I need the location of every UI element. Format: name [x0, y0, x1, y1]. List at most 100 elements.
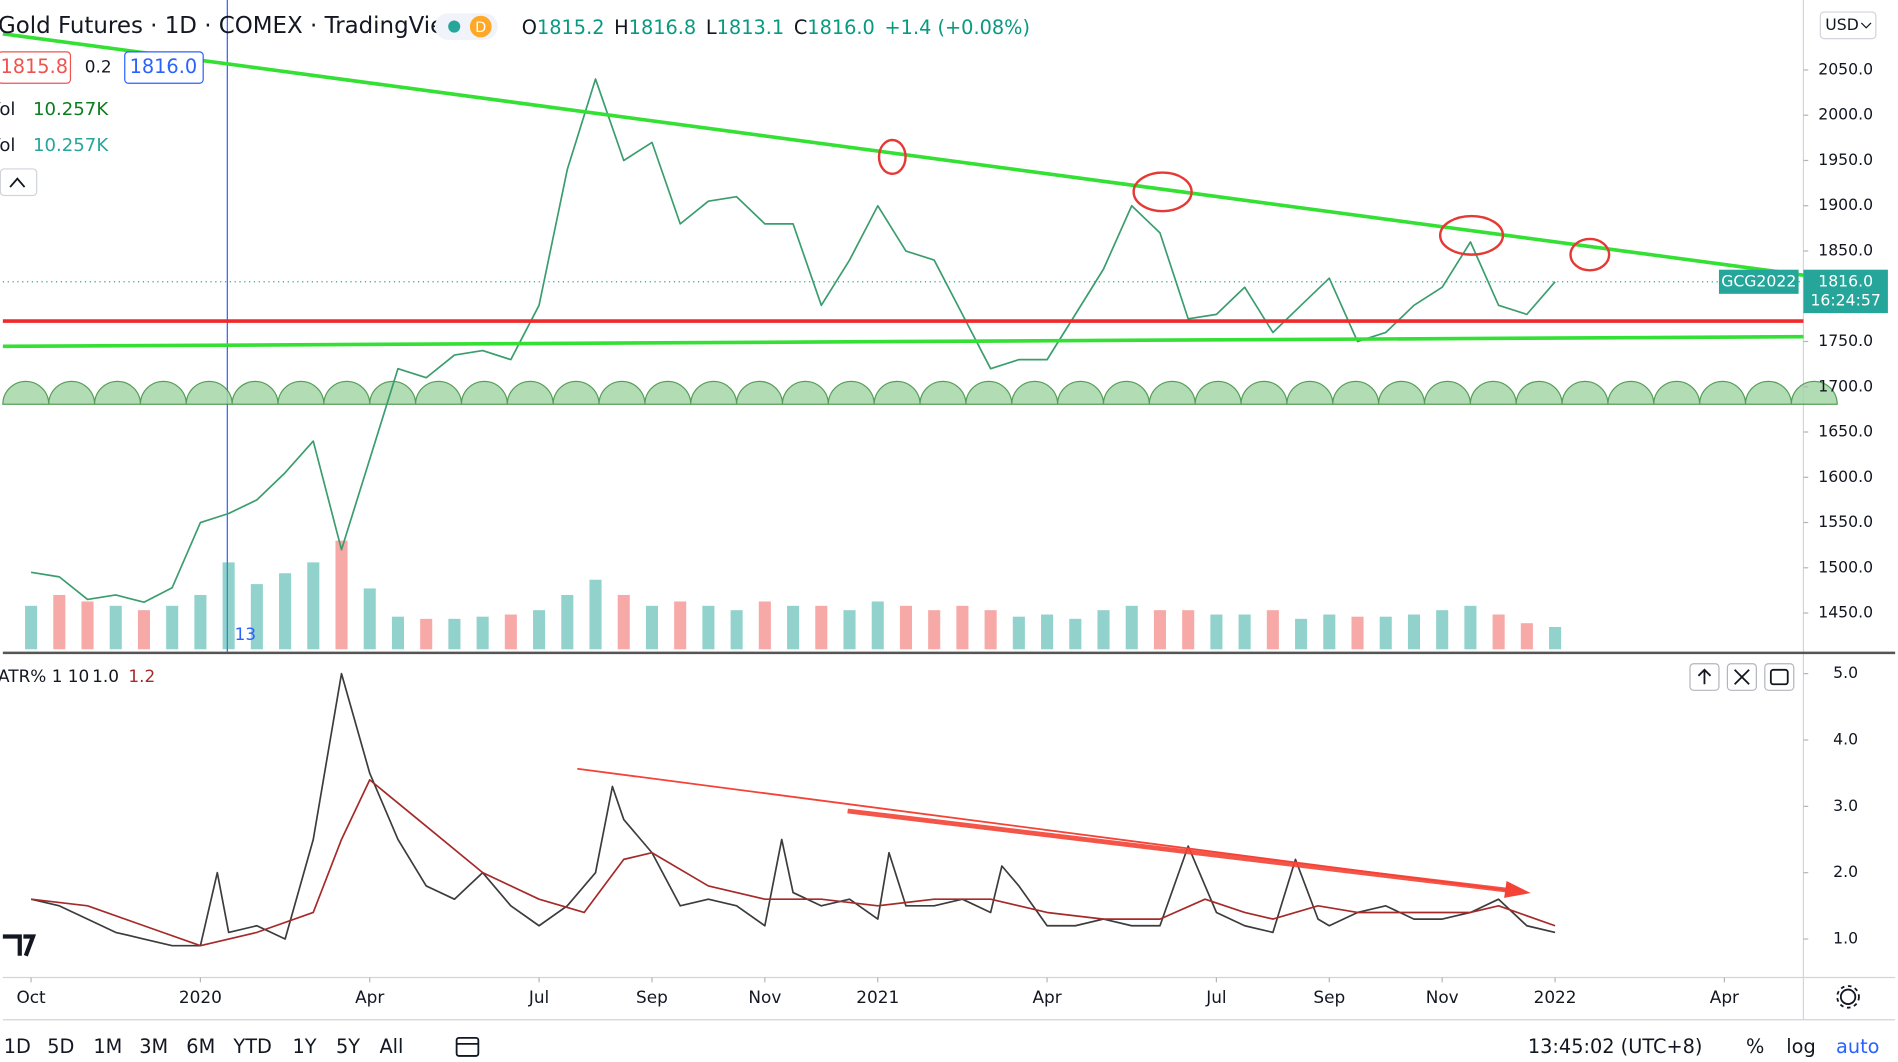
y-tick-label: 1450.0: [1818, 603, 1873, 622]
volume-bar: [307, 562, 320, 650]
y-tick-label: 2000.0: [1818, 105, 1873, 124]
y-tick-label: 1950.0: [1818, 150, 1873, 169]
volume-bar: [843, 610, 856, 650]
series-name-box: [1718, 269, 1799, 294]
x-tick-label: Sep: [1313, 987, 1345, 1007]
volume-bar: [1210, 614, 1223, 650]
range-button[interactable]: 1M: [93, 1035, 122, 1058]
range-button[interactable]: All: [379, 1035, 403, 1058]
circle-annotation[interactable]: [1569, 237, 1611, 272]
volume-bar: [589, 579, 602, 650]
indicator-value: 1.0: [92, 666, 119, 686]
auto-toggle[interactable]: auto: [1836, 1035, 1879, 1058]
range-button[interactable]: 3M: [139, 1035, 168, 1058]
log-toggle[interactable]: log: [1786, 1035, 1815, 1058]
y-tick-label: 1900.0: [1818, 195, 1873, 214]
logo[interactable]: [2, 934, 37, 957]
x-tick-label: Jul: [528, 987, 549, 1007]
volume-bar: [815, 605, 828, 650]
y-tick-label: 1550.0: [1818, 512, 1873, 531]
range-button[interactable]: 1D: [4, 1035, 31, 1058]
volume-bar: [1295, 618, 1308, 650]
x-tick-label: Sep: [636, 987, 668, 1007]
y-tick-label: 5.0: [1833, 663, 1858, 682]
range-bar: 1D 5D 1M 3M 6M YTD 1Y 5Y All: [4, 1035, 404, 1058]
range-button[interactable]: 5D: [47, 1035, 74, 1058]
currency: USD: [1825, 15, 1859, 34]
series-name: GCG2022: [1721, 271, 1796, 290]
bid-box[interactable]: [0, 51, 72, 84]
clock[interactable]: 13:45:02 (UTC+8): [1528, 1035, 1703, 1058]
y-tick-label: 1600.0: [1818, 467, 1873, 486]
circle-annotation[interactable]: [877, 138, 907, 175]
range-button[interactable]: 1Y: [293, 1035, 317, 1058]
y-tick-label: 1.0: [1833, 929, 1858, 948]
badge: D: [475, 20, 486, 36]
bid: 1815.8: [0, 55, 68, 78]
range-button[interactable]: YTD: [232, 1035, 271, 1058]
currency-button[interactable]: [1819, 11, 1877, 40]
volume-bar: [194, 594, 207, 650]
x-tick-label: 2020: [179, 987, 222, 1007]
circle-annotation[interactable]: [1132, 171, 1193, 213]
volume-bar: [1520, 623, 1533, 650]
volume-bar: [561, 594, 574, 650]
volume-bar: [899, 605, 912, 650]
ohlc-value: 1815.2: [537, 15, 605, 38]
volume-bar: [1238, 614, 1251, 650]
maximize-button[interactable]: [1764, 663, 1795, 691]
y-tick-label: 1850.0: [1818, 240, 1873, 259]
price-line: [30, 78, 1556, 604]
volume-bar: [166, 605, 179, 650]
x-tick-label: Nov: [748, 987, 781, 1007]
ohlc-value: 1816.8: [629, 15, 697, 38]
ohlc-value: 1813.1: [717, 15, 785, 38]
volume-bar: [279, 573, 292, 650]
volume-bar: [335, 540, 348, 650]
arrow-head[interactable]: [1504, 880, 1531, 898]
circle-annotation[interactable]: [1438, 214, 1505, 256]
y-tick-label: 2050.0: [1818, 59, 1873, 78]
ohlc-key: H: [614, 15, 629, 38]
x-tick-label: Apr: [1032, 987, 1061, 1007]
collapse-button[interactable]: [0, 168, 38, 197]
ask-box[interactable]: [124, 51, 204, 84]
volume-bar: [1436, 610, 1449, 650]
volume-bar: [674, 601, 687, 650]
marker-label: 13: [235, 624, 256, 644]
x-tick-label: 2021: [856, 987, 899, 1007]
pane-buttons: [1689, 663, 1795, 691]
badge-circle: [469, 15, 492, 38]
volume-bar: [109, 605, 122, 650]
up-icon: [1697, 668, 1712, 685]
volume-bar: [617, 594, 630, 650]
volume-bar: [137, 610, 150, 650]
volume-bar: [1379, 616, 1392, 650]
ohlc-key: O: [522, 15, 537, 38]
volume-bar: [1182, 610, 1195, 650]
change: +1.4 (+0.08%): [884, 15, 1030, 38]
arrow-line[interactable]: [847, 808, 1512, 894]
percent-toggle[interactable]: %: [1746, 1035, 1764, 1058]
x-tick-label: Apr: [1710, 987, 1739, 1007]
y-tick-label: 3.0: [1833, 796, 1858, 815]
ohlc-key: C: [794, 15, 807, 38]
range-button[interactable]: 6M: [186, 1035, 215, 1058]
range-button[interactable]: 5Y: [336, 1035, 360, 1058]
trend-line[interactable]: [2, 334, 1804, 349]
x-tick-label: Nov: [1426, 987, 1459, 1007]
volume-bar: [730, 610, 743, 650]
y-tick-label: 1650.0: [1818, 422, 1873, 441]
spread: 0.2: [85, 57, 112, 77]
volume-bar: [53, 594, 66, 650]
date-range-button[interactable]: [455, 1036, 480, 1057]
volume-bar: [504, 614, 517, 650]
volume-legend-value: 10.257K: [33, 135, 109, 156]
settings-button[interactable]: [1839, 988, 1857, 1005]
status-dot: [448, 20, 461, 33]
volume-bar: [984, 610, 997, 650]
volume-bar: [1323, 614, 1336, 650]
volume-bar: [222, 562, 235, 650]
volume-bar: [1097, 610, 1110, 650]
